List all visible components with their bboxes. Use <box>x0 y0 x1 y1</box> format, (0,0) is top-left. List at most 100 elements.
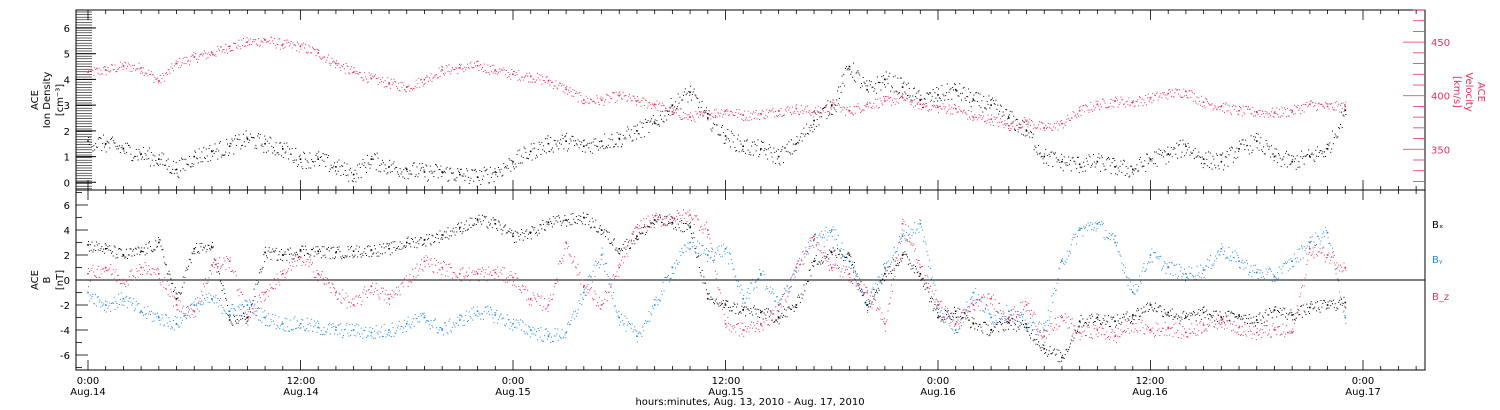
by-dot <box>226 313 228 315</box>
by-dot <box>962 321 964 323</box>
velocity-dot <box>1313 106 1315 108</box>
velocity-dot <box>347 65 349 67</box>
velocity-dot <box>802 112 804 114</box>
velocity-dot <box>638 101 640 103</box>
velocity-dot <box>787 105 789 107</box>
ion-density-dot <box>623 138 625 140</box>
ion-density-dot <box>943 95 945 97</box>
ion-density-dot <box>613 146 615 148</box>
by-dot <box>828 235 830 237</box>
by-dot <box>148 313 150 315</box>
velocity-dot <box>408 84 410 86</box>
velocity-point <box>990 118 992 121</box>
ion-density-dot <box>422 166 424 168</box>
ion-density-dot <box>788 141 790 143</box>
by-dot <box>259 319 261 321</box>
by-dot <box>909 237 911 239</box>
velocity-dot <box>961 112 963 114</box>
velocity-dot <box>366 82 368 84</box>
velocity-dot <box>176 62 178 64</box>
by-dot <box>1106 236 1108 238</box>
ion-density-dot <box>865 85 867 87</box>
by-dot <box>554 328 556 330</box>
ion-density-dot <box>463 173 465 175</box>
ion-density-dot <box>1025 129 1027 131</box>
ion-density-dot <box>1209 152 1211 154</box>
ion-density-dot <box>1301 157 1303 159</box>
velocity-dot <box>1301 109 1303 111</box>
by-dot <box>546 338 548 340</box>
ion-density-dot <box>450 167 452 169</box>
velocity-dot <box>1007 128 1009 130</box>
ion-density-dot <box>1045 148 1047 150</box>
by-dot <box>1089 224 1091 226</box>
velocity-point <box>919 103 922 106</box>
by-dot <box>1308 246 1310 248</box>
ion-density-dot <box>203 157 205 159</box>
bz-point <box>476 272 479 275</box>
by-dot <box>483 311 485 313</box>
by-dot <box>463 320 465 322</box>
ion-density-dot <box>310 167 312 169</box>
velocity-dot <box>1101 98 1103 100</box>
ion-density-dot <box>299 154 301 156</box>
velocity-dot <box>878 107 880 109</box>
by-dot <box>747 287 749 289</box>
bz-point <box>441 266 443 269</box>
by-dot <box>939 311 941 313</box>
velocity-dot <box>1323 106 1325 108</box>
ion-density-dot <box>513 168 515 170</box>
velocity-dot <box>641 100 643 102</box>
ion-density-dot <box>1265 140 1267 142</box>
ion-density-dot <box>724 142 726 144</box>
by-dot <box>1304 250 1306 252</box>
velocity-dot <box>227 45 229 47</box>
ion-density-dot <box>1156 165 1158 167</box>
velocity-dot <box>1234 105 1236 107</box>
by-dot <box>837 244 839 246</box>
bottom-left-tick-label: 2 <box>64 251 70 262</box>
by-dot <box>275 328 277 330</box>
ion-density-dot <box>1097 156 1099 158</box>
bz-point <box>175 304 178 306</box>
velocity-dot <box>534 81 536 83</box>
velocity-dot <box>1277 114 1279 116</box>
velocity-dot <box>535 81 537 83</box>
ion-density-dot <box>519 149 521 151</box>
velocity-dot <box>737 112 739 114</box>
ion-density-dot <box>552 151 554 153</box>
by-dot <box>996 322 998 324</box>
by-dot <box>122 300 124 302</box>
ion-density-dot <box>883 84 885 86</box>
ion-density-dot <box>386 173 388 175</box>
velocity-dot <box>1108 106 1109 108</box>
by-dot <box>1001 318 1003 320</box>
velocity-dot <box>311 52 313 54</box>
by-dot <box>230 308 232 310</box>
velocity-dot <box>524 76 526 78</box>
velocity-dot <box>1241 115 1243 117</box>
by-dot <box>131 304 133 306</box>
velocity-dot <box>650 104 652 106</box>
x-axis: 0:00Aug.1412:00Aug.140:00Aug.1512:00Aug.… <box>70 10 1417 398</box>
ion-density-dot <box>902 82 904 84</box>
by-point <box>512 322 514 325</box>
velocity-dot <box>258 37 259 39</box>
velocity-dot <box>1088 111 1090 113</box>
velocity-dot <box>1274 111 1276 113</box>
velocity-dot <box>633 95 635 97</box>
velocity-dot <box>1017 128 1019 130</box>
by-dot <box>1140 282 1142 284</box>
by-dot <box>1340 297 1342 299</box>
velocity-dot <box>567 89 569 91</box>
velocity-point <box>1273 112 1276 114</box>
ion-density-dot <box>353 178 355 180</box>
ion-density-dot <box>899 92 901 94</box>
by-dot <box>647 320 649 322</box>
by-dot <box>821 231 823 233</box>
ion-density-dot <box>308 167 310 169</box>
ion-density-dot <box>512 163 514 165</box>
by-dot <box>443 322 445 324</box>
velocity-dot <box>1333 109 1335 111</box>
by-dot <box>414 313 416 315</box>
